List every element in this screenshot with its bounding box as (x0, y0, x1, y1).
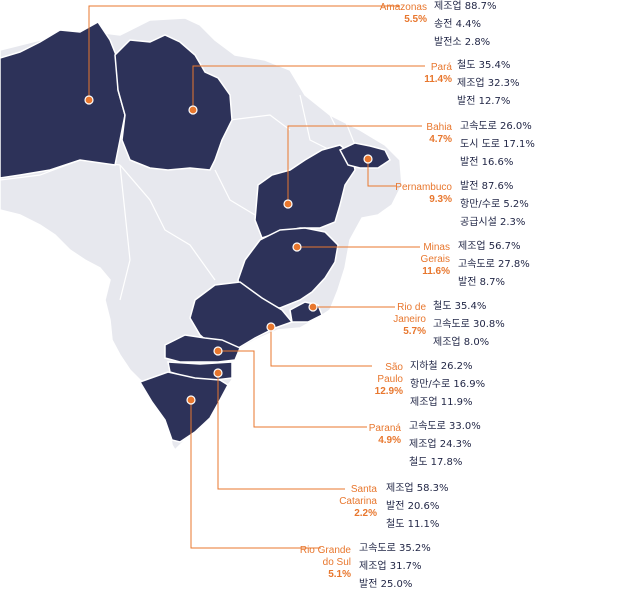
breakdown-item: 제조업 32.3% (457, 78, 520, 89)
breakdown-item: 철도 35.4% (457, 60, 511, 71)
breakdown-item: 도시 도로 17.1% (460, 139, 535, 150)
state-pct-para: 11.4% (424, 74, 452, 85)
state-pct-bahia: 4.7% (429, 134, 452, 145)
state-pct-minas-gerais: 11.6% (422, 266, 450, 277)
state-borders (0, 94, 356, 301)
state-pct-rio-grande-do-sul: 5.1% (328, 569, 351, 580)
breakdown-item: 송전 4.4% (434, 19, 481, 30)
breakdown-item: 발전 20.6% (386, 501, 440, 512)
breakdown-item: 공급시설 2.3% (460, 217, 526, 228)
state-pct-pernambuco: 9.3% (429, 194, 452, 205)
breakdown-rio-grande-do-sul: 고속도로 35.2% 제조업 31.7% 발전 25.0% (359, 540, 431, 594)
breakdown-item: 고속도로 33.0% (409, 421, 481, 432)
state-name-sao-paulo: São Paulo (377, 362, 403, 385)
breakdown-para: 철도 35.4% 제조업 32.3% 발전 12.7% (457, 57, 520, 111)
marker-parana (213, 346, 223, 356)
state-name-para: Pará (430, 62, 452, 73)
breakdown-item: 발전 25.0% (359, 579, 413, 590)
marker-pernambuco (363, 154, 373, 164)
breakdown-sao-paulo: 지하철 26.2% 항만/수로 16.9% 제조업 11.9% (410, 358, 485, 412)
breakdown-parana: 고속도로 33.0% 제조업 24.3% 철도 17.8% (409, 418, 481, 472)
marker-sao-paulo (266, 322, 276, 332)
breakdown-bahia: 고속도로 26.0% 도시 도로 17.1% 발전 16.6% (460, 118, 535, 172)
marker-minas-gerais (292, 242, 302, 252)
marker-amazonas (84, 95, 94, 105)
leader-lines (88, 5, 425, 549)
breakdown-item: 철도 11.1% (386, 519, 440, 530)
marker-rio-de-janeiro (308, 302, 318, 312)
state-name-bahia: Bahia (426, 122, 452, 133)
state-name-pernambuco: Pernambuco (395, 182, 452, 193)
state-label-sao-paulo: São Paulo 12.9% (363, 362, 403, 398)
marker-rio-grande-do-sul (186, 395, 196, 405)
breakdown-item: 고속도로 26.0% (460, 121, 532, 132)
breakdown-item: 항만/수로 5.2% (460, 199, 529, 210)
breakdown-item: 제조업 24.3% (409, 439, 472, 450)
breakdown-pernambuco: 발전 87.6% 항만/수로 5.2% 공급시설 2.3% (460, 178, 529, 232)
state-label-pernambuco: Pernambuco 9.3% (395, 182, 452, 206)
state-pct-sao-paulo: 12.9% (374, 386, 403, 397)
state-label-parana: Paraná 4.9% (369, 423, 401, 447)
breakdown-item: 발전 87.6% (460, 181, 514, 192)
highlighted-states (0, 21, 391, 443)
breakdown-item: 고속도로 30.8% (433, 319, 505, 330)
breakdown-rio-de-janeiro: 철도 35.4% 고속도로 30.8% 제조업 8.0% (433, 298, 505, 352)
breakdown-item: 고속도로 35.2% (359, 543, 431, 554)
state-label-para: Pará 11.4% (424, 62, 452, 86)
state-label-rio-de-janeiro: Rio de Janeiro 5.7% (376, 302, 426, 338)
state-name-santa-catarina: Santa Catarina (339, 484, 377, 507)
state-name-amazonas: Amazonas (379, 2, 427, 13)
state-pct-rio-de-janeiro: 5.7% (403, 326, 426, 337)
state-shape-rio-grande-do-sul (138, 371, 229, 443)
state-shape-para (114, 34, 233, 171)
breakdown-item: 철도 35.4% (433, 301, 487, 312)
breakdown-item: 고속도로 27.8% (458, 259, 530, 270)
marker-bahia (283, 199, 293, 209)
breakdown-item: 제조업 58.3% (386, 483, 449, 494)
state-shape-parana (164, 334, 241, 363)
state-label-santa-catarina: Santa Catarina 2.2% (327, 484, 377, 520)
state-name-rio-de-janeiro: Rio de Janeiro (393, 302, 426, 325)
state-label-rio-grande-do-sul: Rio Grande do Sul 5.1% (291, 545, 351, 581)
breakdown-amazonas: 제조업 88.7% 송전 4.4% 발전소 2.8% (434, 0, 497, 52)
breakdown-item: 제조업 31.7% (359, 561, 422, 572)
breakdown-item: 발전 16.6% (460, 157, 514, 168)
breakdown-item: 제조업 56.7% (458, 241, 521, 252)
state-pct-parana: 4.9% (378, 435, 401, 446)
state-label-amazonas: Amazonas 5.5% (380, 2, 427, 26)
state-pct-amazonas: 5.5% (404, 14, 427, 25)
breakdown-minas-gerais: 제조업 56.7% 고속도로 27.8% 발전 8.7% (458, 238, 530, 292)
state-label-minas-gerais: Minas Gerais 11.6% (410, 242, 450, 278)
state-shape-pernambuco (338, 142, 391, 169)
marker-para (188, 105, 198, 115)
breakdown-item: 발전 8.7% (458, 277, 505, 288)
state-name-minas-gerais: Minas Gerais (420, 242, 450, 265)
breakdown-item: 항만/수로 16.9% (410, 379, 486, 390)
breakdown-item: 지하철 26.2% (410, 361, 473, 372)
state-name-rio-grande-do-sul: Rio Grande do Sul (299, 545, 351, 568)
breakdown-item: 제조업 8.0% (433, 337, 490, 348)
breakdown-santa-catarina: 제조업 58.3% 발전 20.6% 철도 11.1% (386, 480, 449, 534)
state-label-bahia: Bahia 4.7% (426, 122, 452, 146)
state-name-parana: Paraná (368, 423, 401, 434)
breakdown-item: 제조업 11.9% (410, 397, 473, 408)
breakdown-item: 철도 17.8% (409, 457, 463, 468)
breakdown-item: 발전소 2.8% (434, 37, 491, 48)
breakdown-item: 제조업 88.7% (434, 1, 497, 12)
breakdown-item: 발전 12.7% (457, 96, 511, 107)
marker-santa-catarina (213, 368, 223, 378)
state-pct-santa-catarina: 2.2% (354, 508, 377, 519)
state-markers (84, 95, 373, 405)
